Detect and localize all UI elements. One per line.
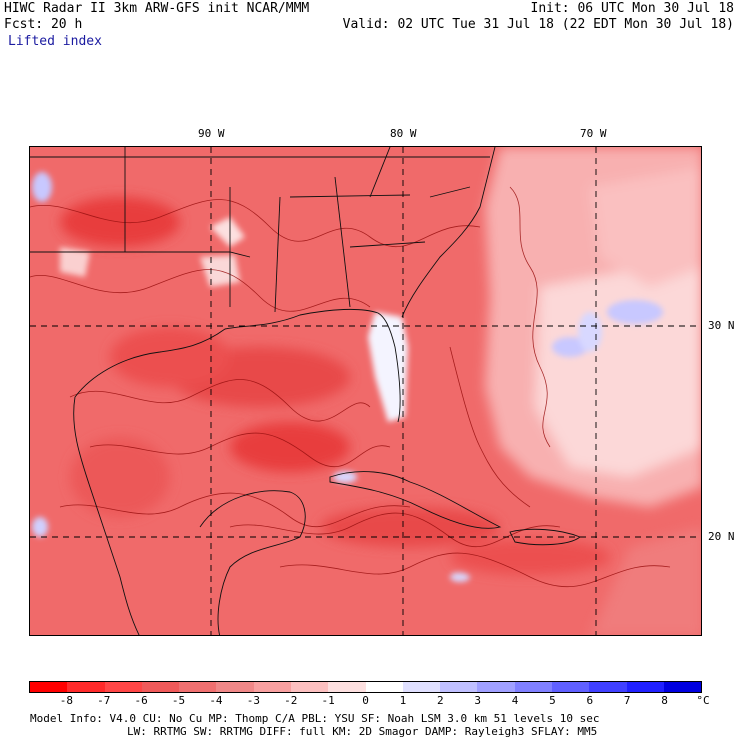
lat-label-20n: 20 N (708, 530, 735, 543)
colorbar-tick-label: 2 (436, 694, 444, 707)
colorbar-swatch (328, 682, 366, 692)
colorbar-swatch (253, 682, 291, 692)
lifted-index-map (29, 146, 702, 636)
map-canvas (30, 147, 701, 635)
colorbar-swatch (589, 682, 627, 692)
colorbar-tick-label: 1 (399, 694, 407, 707)
colorbar-tick-label: -2 (284, 694, 298, 707)
footer-physics-info: LW: RRTMG SW: RRTMG DIFF: full KM: 2D Sm… (127, 725, 598, 738)
lon-label-90w: 90 W (198, 127, 225, 140)
title-line-1: HIWC Radar II 3km ARW-GFS init NCAR/MMM (4, 1, 310, 16)
colorbar (29, 681, 702, 693)
colorbar-swatch (551, 682, 590, 692)
valid-time: Valid: 02 UTC Tue 31 Jul 18 (22 EDT Mon … (342, 17, 734, 32)
colorbar-swatch (141, 682, 180, 692)
colorbar-tick-label: -6 (134, 694, 148, 707)
colorbar-swatch (179, 682, 217, 692)
colorbar-swatch (104, 682, 142, 692)
colorbar-unit: °C (696, 694, 710, 707)
colorbar-swatch (365, 682, 403, 692)
colorbar-swatch (477, 682, 515, 692)
lon-label-70w: 70 W (580, 127, 607, 140)
colorbar-tick-label: 6 (586, 694, 594, 707)
lon-label-80w: 80 W (390, 127, 417, 140)
colorbar-tick-label: 7 (623, 694, 631, 707)
lat-label-30n: 30 N (708, 319, 735, 332)
colorbar-tick-label: -1 (321, 694, 335, 707)
colorbar-tick-label: -3 (246, 694, 260, 707)
colorbar-tick-label: 3 (474, 694, 481, 707)
colorbar-tick-label: 8 (661, 694, 668, 707)
colorbar-swatch (290, 682, 329, 692)
colorbar-swatch (440, 682, 478, 692)
colorbar-swatch (216, 682, 254, 692)
init-time: Init: 06 UTC Mon 30 Jul 18 (530, 1, 735, 16)
colorbar-tick-label: -5 (171, 694, 186, 707)
colorbar-tick-label: -4 (209, 694, 223, 707)
colorbar-tick-label: -7 (97, 694, 111, 707)
footer-model-info: Model Info: V4.0 CU: No Cu MP: Thomp C/A… (30, 712, 600, 725)
colorbar-tick-label: -8 (59, 694, 73, 707)
colorbar-tick-label: 5 (549, 694, 556, 707)
colorbar-swatch (663, 682, 702, 692)
forecast-hour: Fcst: 20 h (4, 17, 83, 32)
colorbar-swatch (67, 682, 105, 692)
colorbar-swatch (514, 682, 552, 692)
colorbar-swatch (626, 682, 664, 692)
colorbar-swatch (402, 682, 441, 692)
field-name: Lifted index (8, 34, 102, 49)
colorbar-swatch (30, 682, 68, 692)
colorbar-tick-label: 4 (511, 694, 519, 707)
colorbar-tick-label: 0 (362, 694, 369, 707)
